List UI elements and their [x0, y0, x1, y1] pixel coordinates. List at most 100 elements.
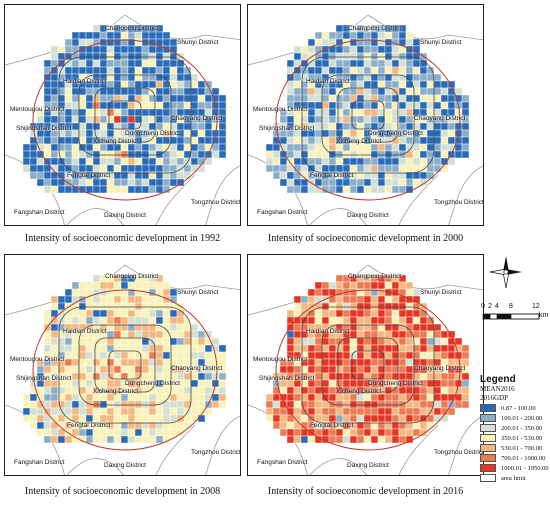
grid-cell — [120, 407, 129, 416]
grid-cell — [169, 52, 178, 61]
grid-cell — [141, 281, 150, 290]
grid-cell — [78, 309, 87, 318]
grid-cell — [176, 157, 185, 166]
grid-cell — [384, 87, 393, 96]
grid-cell — [92, 52, 101, 61]
grid-cell — [141, 400, 150, 409]
grid-cell — [356, 66, 365, 75]
grid-cell — [176, 136, 185, 145]
grid-cell — [384, 122, 393, 131]
grid-cell — [286, 344, 295, 353]
grid-cell — [120, 358, 129, 367]
grid-cell — [57, 45, 66, 54]
grid-cell — [454, 150, 463, 159]
grid-cell — [134, 393, 143, 402]
grid-cell — [50, 400, 59, 409]
grid-cell — [349, 157, 358, 166]
grid-cell — [176, 73, 185, 82]
grid-cell — [398, 143, 407, 152]
grid-cell — [391, 52, 400, 61]
grid-cell — [78, 59, 87, 68]
grid-cell — [197, 330, 206, 339]
grid-cell — [426, 143, 435, 152]
grid-cell — [328, 407, 337, 416]
grid-cell — [286, 435, 295, 444]
grid-cell — [134, 400, 143, 409]
grid-cell — [286, 80, 295, 89]
grid-cell — [92, 309, 101, 318]
grid-cell — [78, 101, 87, 110]
grid-cell — [314, 45, 323, 54]
grid-cell — [64, 288, 73, 297]
grid-cell — [113, 143, 122, 152]
grid-cell — [419, 386, 428, 395]
grid-cell — [349, 288, 358, 297]
grid-cell — [197, 101, 206, 110]
grid-cell — [50, 435, 59, 444]
grid-cell — [405, 365, 414, 374]
grid-cell — [148, 400, 157, 409]
grid-cell — [426, 337, 435, 346]
grid-cell — [307, 136, 316, 145]
grid-cell — [148, 45, 157, 54]
grid-cell — [384, 185, 393, 194]
grid-cell — [363, 428, 372, 437]
grid-cell — [162, 309, 171, 318]
grid-cell — [349, 414, 358, 423]
grid-cell — [169, 302, 178, 311]
grid-cell — [321, 386, 330, 395]
grid-cell — [57, 414, 66, 423]
grid-cell — [314, 38, 323, 47]
grid-cell — [71, 38, 80, 47]
grid-cell — [155, 66, 164, 75]
grid-cell — [398, 94, 407, 103]
grid-cell — [307, 407, 316, 416]
grid-cell — [134, 185, 143, 194]
grid-cell — [78, 87, 87, 96]
grid-cell — [307, 337, 316, 346]
grid-cell — [307, 94, 316, 103]
grid-cell — [398, 87, 407, 96]
grid-cell — [405, 407, 414, 416]
grid-cell — [141, 115, 150, 124]
grid-cell — [405, 414, 414, 423]
label-dongcheng: Dongcheng District — [125, 380, 180, 387]
grid-cell — [363, 31, 372, 40]
grid-cell — [162, 38, 171, 47]
grid-cell — [71, 59, 80, 68]
grid-cell — [120, 157, 129, 166]
grid-cell — [134, 302, 143, 311]
grid-cell — [342, 407, 351, 416]
grid-cell — [335, 24, 344, 33]
grid-cell — [99, 393, 108, 402]
ring-road — [58, 306, 192, 424]
grid-cell — [64, 150, 73, 159]
grid-cell — [85, 185, 94, 194]
grid-cell — [342, 129, 351, 138]
grid-cell — [405, 344, 414, 353]
grid-cell — [335, 129, 344, 138]
grid-cell — [127, 309, 136, 318]
grid-cell — [22, 414, 31, 423]
grid-cell — [377, 330, 386, 339]
grid-cell — [162, 108, 171, 117]
ring-road — [94, 337, 156, 393]
grid-cell — [141, 337, 150, 346]
grid-cell — [384, 80, 393, 89]
grid-cell — [286, 337, 295, 346]
grid-cell — [363, 108, 372, 117]
grid-cell — [328, 143, 337, 152]
grid-cell — [384, 143, 393, 152]
grid-cell — [211, 393, 220, 402]
grid-cell — [349, 365, 358, 374]
grid-cell — [134, 330, 143, 339]
grid-cell — [78, 52, 87, 61]
grid-cell — [85, 351, 94, 360]
grid-cell — [78, 351, 87, 360]
grid-cell — [113, 330, 122, 339]
grid-cell — [141, 351, 150, 360]
grid-cell — [398, 31, 407, 40]
grid-cell — [218, 400, 227, 409]
grid-cell — [43, 59, 52, 68]
grid-cell — [218, 379, 227, 388]
